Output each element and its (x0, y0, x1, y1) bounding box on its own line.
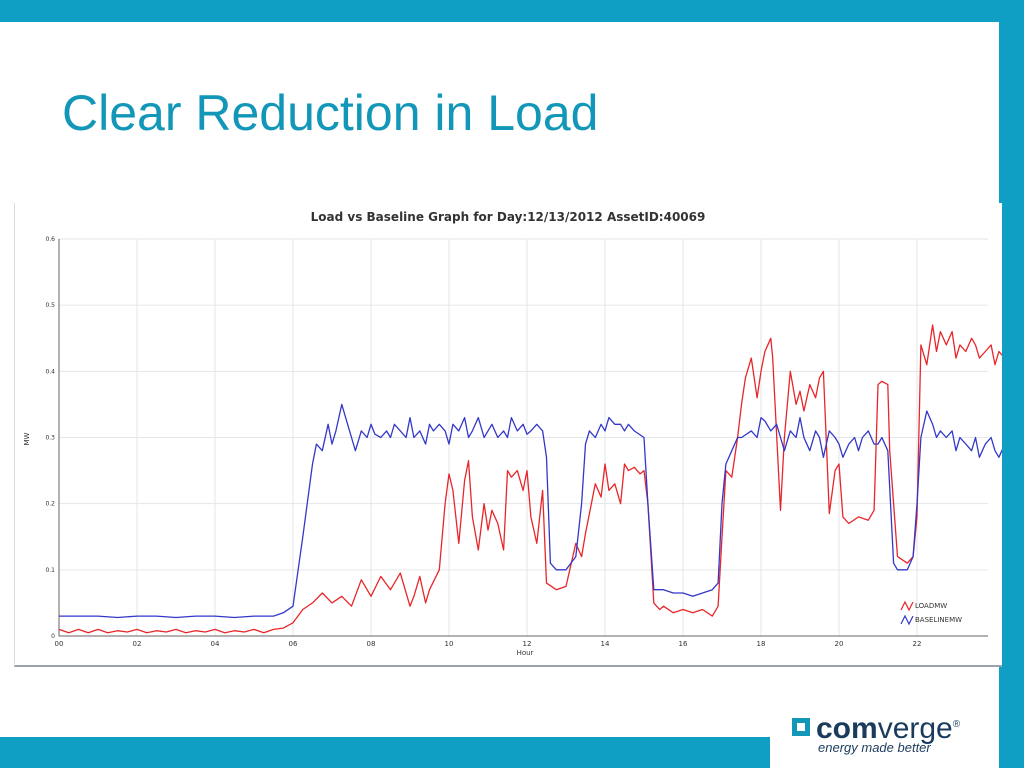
logo-tagline: energy made better (818, 740, 931, 755)
legend-label: BASELINEMW (915, 616, 962, 624)
y-tick-label: 0.3 (45, 435, 55, 442)
chart-title: Load vs Baseline Graph for Day:12/13/201… (311, 210, 706, 224)
y-tick-label: 0 (51, 633, 55, 640)
y-tick-label: 0.1 (45, 567, 55, 574)
top-accent-bar (0, 0, 1024, 22)
x-tick-label: 12 (523, 640, 532, 648)
x-axis-label: Hour (517, 649, 534, 657)
logo-registered: ® (952, 719, 961, 730)
x-tick-label: 20 (835, 640, 844, 648)
logo-mark-icon (792, 718, 810, 736)
x-tick-label: 18 (757, 640, 766, 648)
x-tick-label: 22 (913, 640, 922, 648)
logo-wordmark: comverge® (816, 708, 960, 746)
legend-label: LOADMW (915, 602, 947, 610)
x-tick-label: 10 (445, 640, 454, 648)
x-tick-label: 08 (367, 640, 376, 648)
right-accent-bar (999, 0, 1024, 768)
x-tick-label: 00 (55, 640, 64, 648)
x-tick-label: 04 (211, 640, 220, 648)
comverge-logo: comverge® energy made better (792, 708, 992, 758)
y-tick-label: 0.6 (45, 236, 55, 243)
x-tick-label: 06 (289, 640, 298, 648)
chart-panel: Load vs Baseline Graph for Day:12/13/201… (14, 203, 1002, 667)
y-tick-label: 0.4 (45, 368, 55, 375)
series-line-baselinemw (59, 403, 1002, 619)
logo-word-light: verge (877, 712, 953, 745)
x-tick-label: 14 (601, 640, 610, 648)
logo-word-bold: com (816, 712, 878, 745)
y-axis-label: MW (23, 432, 31, 445)
legend-swatch (900, 600, 914, 612)
x-tick-label: 02 (133, 640, 142, 648)
y-tick-label: 0.2 (45, 501, 55, 508)
load-vs-baseline-chart: Load vs Baseline Graph for Day:12/13/201… (23, 210, 1002, 657)
legend-swatch (900, 614, 914, 626)
series-line-loadmw (58, 324, 1002, 634)
y-tick-label: 0.5 (45, 302, 55, 309)
x-tick-label: 16 (679, 640, 688, 648)
slide-title: Clear Reduction in Load (62, 85, 599, 141)
bottom-accent-bar (0, 737, 770, 768)
